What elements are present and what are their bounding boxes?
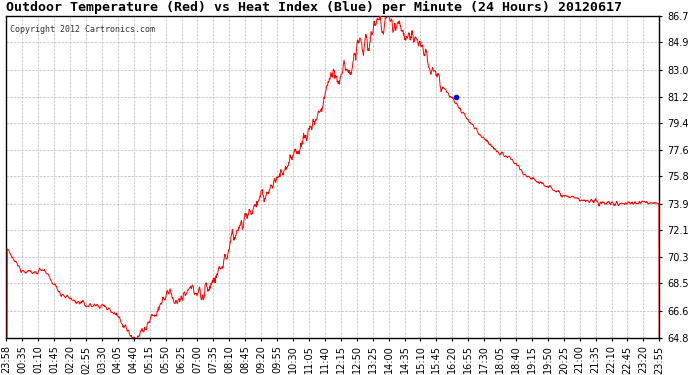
Text: Outdoor Temperature (Red) vs Heat Index (Blue) per Minute (24 Hours) 20120617: Outdoor Temperature (Red) vs Heat Index … [6,2,622,15]
Text: Copyright 2012 Cartronics.com: Copyright 2012 Cartronics.com [10,25,155,34]
